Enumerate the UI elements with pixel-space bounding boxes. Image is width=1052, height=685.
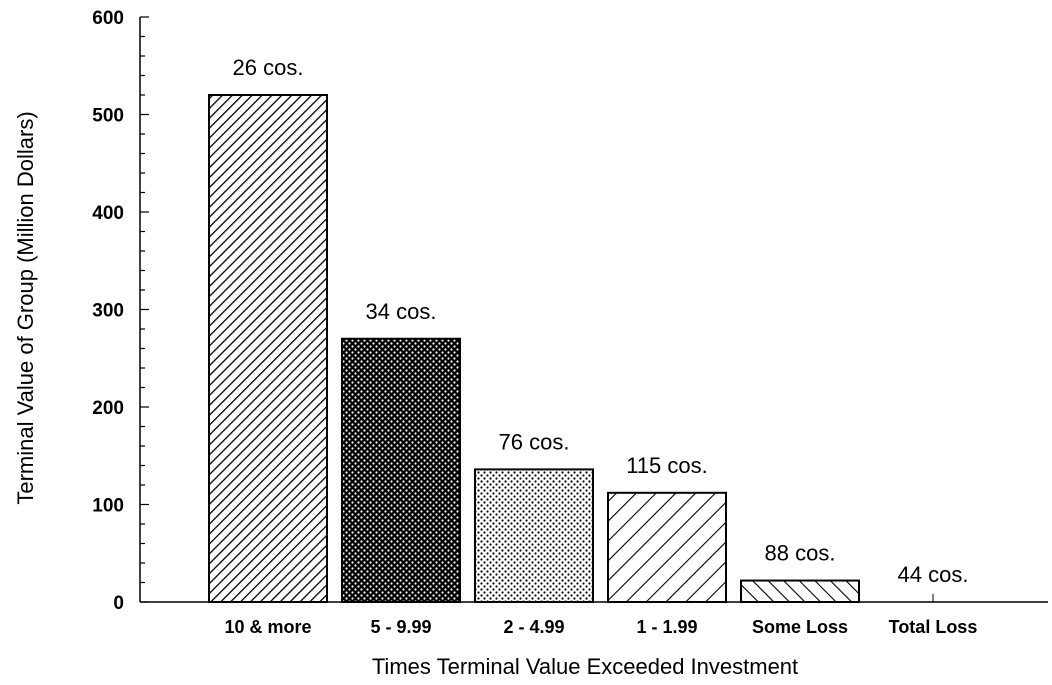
data-label: 76 cos. <box>499 429 570 454</box>
bar-1 <box>208 94 328 603</box>
x-tick-label: 10 & more <box>224 617 311 637</box>
data-label: 44 cos. <box>898 562 969 587</box>
y-tick-label: 600 <box>92 8 124 29</box>
data-label: 34 cos. <box>366 299 437 324</box>
data-label: 88 cos. <box>765 541 836 566</box>
y-tick-label: 100 <box>92 496 124 517</box>
y-tick-label: 0 <box>113 593 124 614</box>
y-tick-label: 300 <box>92 301 124 322</box>
bar-5 <box>740 579 860 603</box>
data-label: 26 cos. <box>233 55 304 80</box>
y-tick-label: 400 <box>92 203 124 224</box>
x-tick-label: 5 - 9.99 <box>370 617 431 637</box>
bars <box>208 94 860 603</box>
bar-4 <box>607 491 727 603</box>
y-tick-label: 200 <box>92 398 124 419</box>
x-tick-label: 2 - 4.99 <box>503 617 564 637</box>
y-axis: 0 100 200 300 400 500 600 <box>92 8 149 614</box>
x-axis-title: Times Terminal Value Exceeded Investment <box>372 654 798 679</box>
x-tick-label: Some Loss <box>752 617 848 637</box>
x-tick-label: Total Loss <box>889 617 978 637</box>
labels: 26 cos. 34 cos. 76 cos. 115 cos. 88 cos. 44 c… <box>233 55 969 587</box>
y-tick-label: 500 <box>92 106 124 127</box>
x-tick-label: 1 - 1.99 <box>636 617 697 637</box>
data-label: 115 cos. <box>626 453 708 478</box>
bar-3 <box>474 468 594 603</box>
bar-2 <box>341 337 461 603</box>
y-axis-title: Terminal Value of Group (Million Dollars… <box>13 111 38 504</box>
